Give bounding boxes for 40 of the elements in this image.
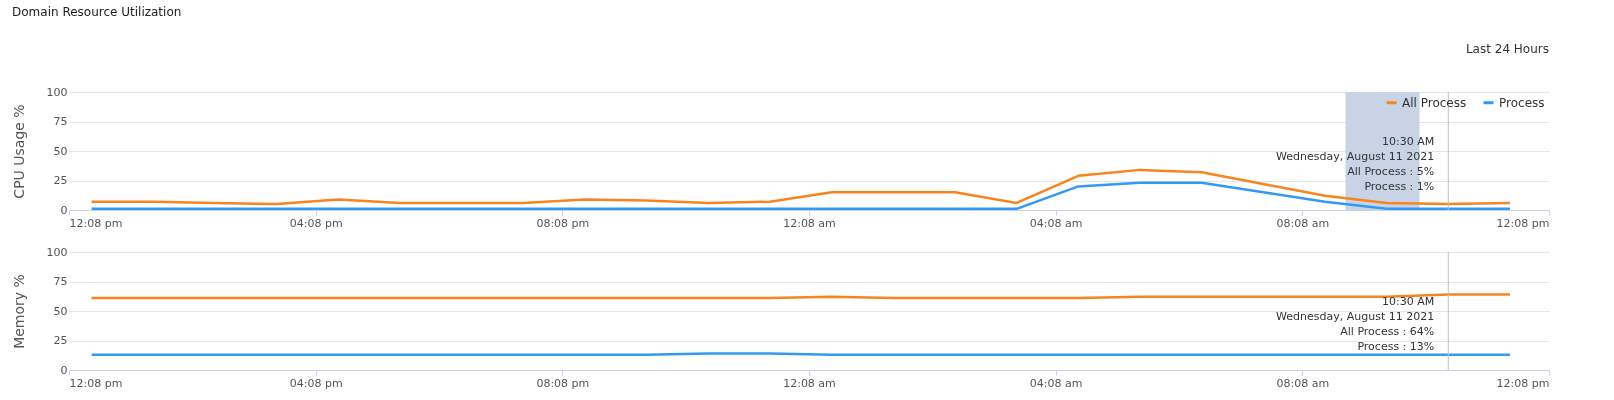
x-tick-label: 12:08 pm xyxy=(69,376,123,390)
annotation: All Process : 5% xyxy=(1347,164,1435,178)
annotation: 10:30 AM xyxy=(1382,134,1435,148)
y-axis-title: Memory % xyxy=(10,274,27,349)
annotation: Wednesday, August 11 2021 xyxy=(1276,309,1435,323)
x-tick-label: 08:08 am xyxy=(1276,376,1330,390)
x-tick-label: 12:08 am xyxy=(783,216,836,230)
x-tick-label: 12:08 am xyxy=(783,376,836,390)
y-axis-title: CPU Usage % xyxy=(10,104,27,199)
x-tick-label: 08:08 pm xyxy=(536,376,590,390)
x-tick-label: 12:08 pm xyxy=(1496,376,1550,390)
x-tick-label: 04:08 am xyxy=(1029,216,1083,230)
chart-title: Domain Resource Utilization xyxy=(12,5,182,19)
x-tick-label: 04:08 pm xyxy=(289,376,343,390)
x-tick-label: 04:08 am xyxy=(1029,376,1083,390)
x-tick-label: 08:08 pm xyxy=(536,216,590,230)
x-tick-label: 04:08 pm xyxy=(289,216,343,230)
legend-label: Process xyxy=(1499,95,1545,110)
legend-label: All Process xyxy=(1402,95,1467,110)
line-series xyxy=(90,181,1512,211)
x-tick-label: 08:08 am xyxy=(1276,216,1330,230)
x-tick-label: 12:08 pm xyxy=(1496,216,1550,230)
y-tick-label: 50 xyxy=(53,304,68,318)
annotation: Wednesday, August 11 2021 xyxy=(1276,149,1435,163)
y-tick-label: 25 xyxy=(53,174,68,187)
annotation: Process : 1% xyxy=(1364,179,1435,193)
y-tick-label: 75 xyxy=(53,115,68,128)
y-tick-label: 100 xyxy=(46,245,68,259)
line-series xyxy=(90,168,1512,206)
chart-subtitle: Last 24 Hours xyxy=(1465,42,1549,56)
y-tick-label: 100 xyxy=(46,85,68,99)
y-tick-label: 50 xyxy=(53,144,68,158)
annotation: 10:30 AM xyxy=(1382,294,1435,308)
y-tick-label: 25 xyxy=(53,334,68,347)
annotation: Process : 13% xyxy=(1357,339,1435,353)
x-tick-label: 12:08 pm xyxy=(69,216,123,230)
annotation: All Process : 64% xyxy=(1340,324,1435,338)
y-tick-label: 75 xyxy=(53,275,68,288)
y-tick-label: 0 xyxy=(60,363,68,377)
y-tick-label: 0 xyxy=(60,203,68,217)
